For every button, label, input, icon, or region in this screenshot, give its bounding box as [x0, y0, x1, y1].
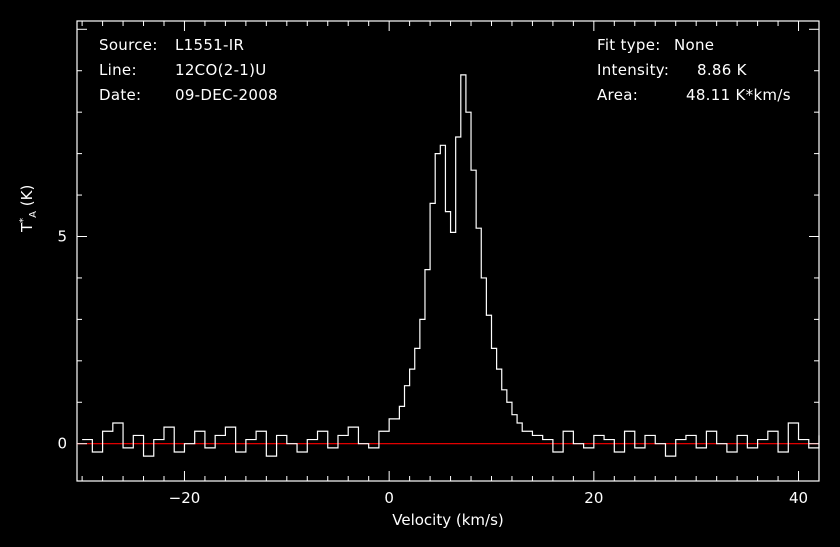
date-value: 09-DEC-2008	[175, 86, 278, 104]
x-tick-label: 20	[584, 489, 603, 507]
y-tick-label: 5	[57, 227, 67, 245]
y-axis-label: T*A (K)	[18, 184, 39, 232]
fit-type-label: Fit type:	[597, 36, 661, 54]
x-tick-label: −20	[169, 489, 201, 507]
x-tick-label: 40	[789, 489, 808, 507]
x-tick-label: 0	[384, 489, 394, 507]
line-label: Line:	[99, 61, 137, 79]
intensity-value: 8.86 K	[697, 61, 747, 79]
plot-frame	[76, 20, 820, 482]
date-label: Date:	[99, 86, 142, 104]
fit-type-value: None	[674, 36, 715, 54]
area-label: Area:	[597, 86, 639, 104]
intensity-label: Intensity:	[597, 61, 670, 79]
plot-area	[76, 20, 820, 482]
source-label: Source:	[99, 36, 158, 54]
y-tick-label: 0	[57, 435, 67, 453]
source-value: L1551-IR	[175, 36, 245, 54]
x-axis-label: Velocity (km/s)	[392, 511, 503, 529]
axis-ticks	[77, 21, 820, 481]
line-value: 12CO(2-1)U	[175, 61, 267, 79]
spectrum-series-0	[82, 74, 820, 457]
tick-labels: −20 0 20 40 0 5	[57, 227, 808, 507]
area-value: 48.11 K*km/s	[686, 86, 791, 104]
